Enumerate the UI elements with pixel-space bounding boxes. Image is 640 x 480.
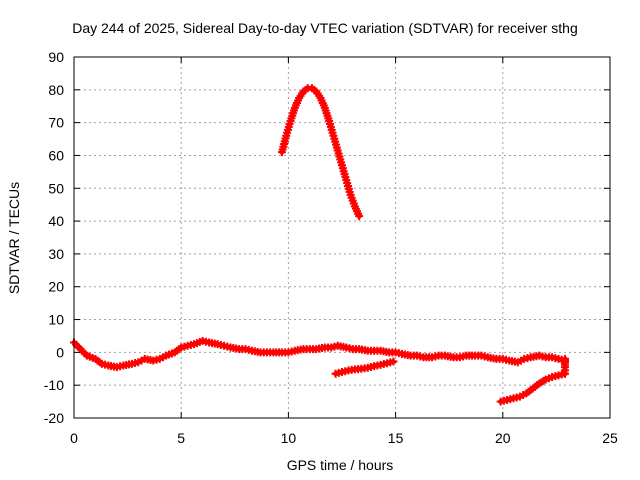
data-point <box>355 212 364 221</box>
y-tick-label: 70 <box>48 115 64 131</box>
y-tick-label: 10 <box>48 312 64 328</box>
series-track-long-low <box>70 336 569 372</box>
x-tick-label: 0 <box>70 430 78 446</box>
series-track-peak <box>277 84 364 221</box>
y-tick-label: 90 <box>48 49 64 65</box>
data-point <box>389 357 398 366</box>
y-tick-label: 50 <box>48 180 64 196</box>
y-tick-label: 80 <box>48 82 64 98</box>
x-tick-label: 20 <box>495 430 511 446</box>
y-tick-label: 0 <box>56 344 64 360</box>
series-track-late <box>496 369 569 406</box>
data-point <box>560 354 569 363</box>
y-tick-label: 60 <box>48 147 64 163</box>
series-track-low-mid <box>331 357 398 378</box>
y-tick-label: 40 <box>48 213 64 229</box>
y-tick-label: 30 <box>48 246 64 262</box>
axes: -20 -10 0 10 20 30 40 50 60 70 80 90 0 5 10 15 20 25 <box>44 49 618 446</box>
y-tick-label: 20 <box>48 279 64 295</box>
plot-area <box>70 84 569 406</box>
y-tick-label: -20 <box>44 410 64 426</box>
grid <box>74 57 610 418</box>
x-tick-label: 25 <box>602 430 618 446</box>
y-axis-label: SDTVAR / TECUs <box>6 182 22 294</box>
x-tick-label: 5 <box>177 430 185 446</box>
plot-frame <box>73 56 611 419</box>
chart-title: Day 244 of 2025, Sidereal Day-to-day VTE… <box>72 20 578 36</box>
y-tick-label: -10 <box>44 377 64 393</box>
x-axis-label: GPS time / hours <box>287 457 394 473</box>
x-tick-label: 15 <box>388 430 404 446</box>
series-track-late-rise <box>560 354 569 378</box>
x-tick-label: 10 <box>281 430 297 446</box>
